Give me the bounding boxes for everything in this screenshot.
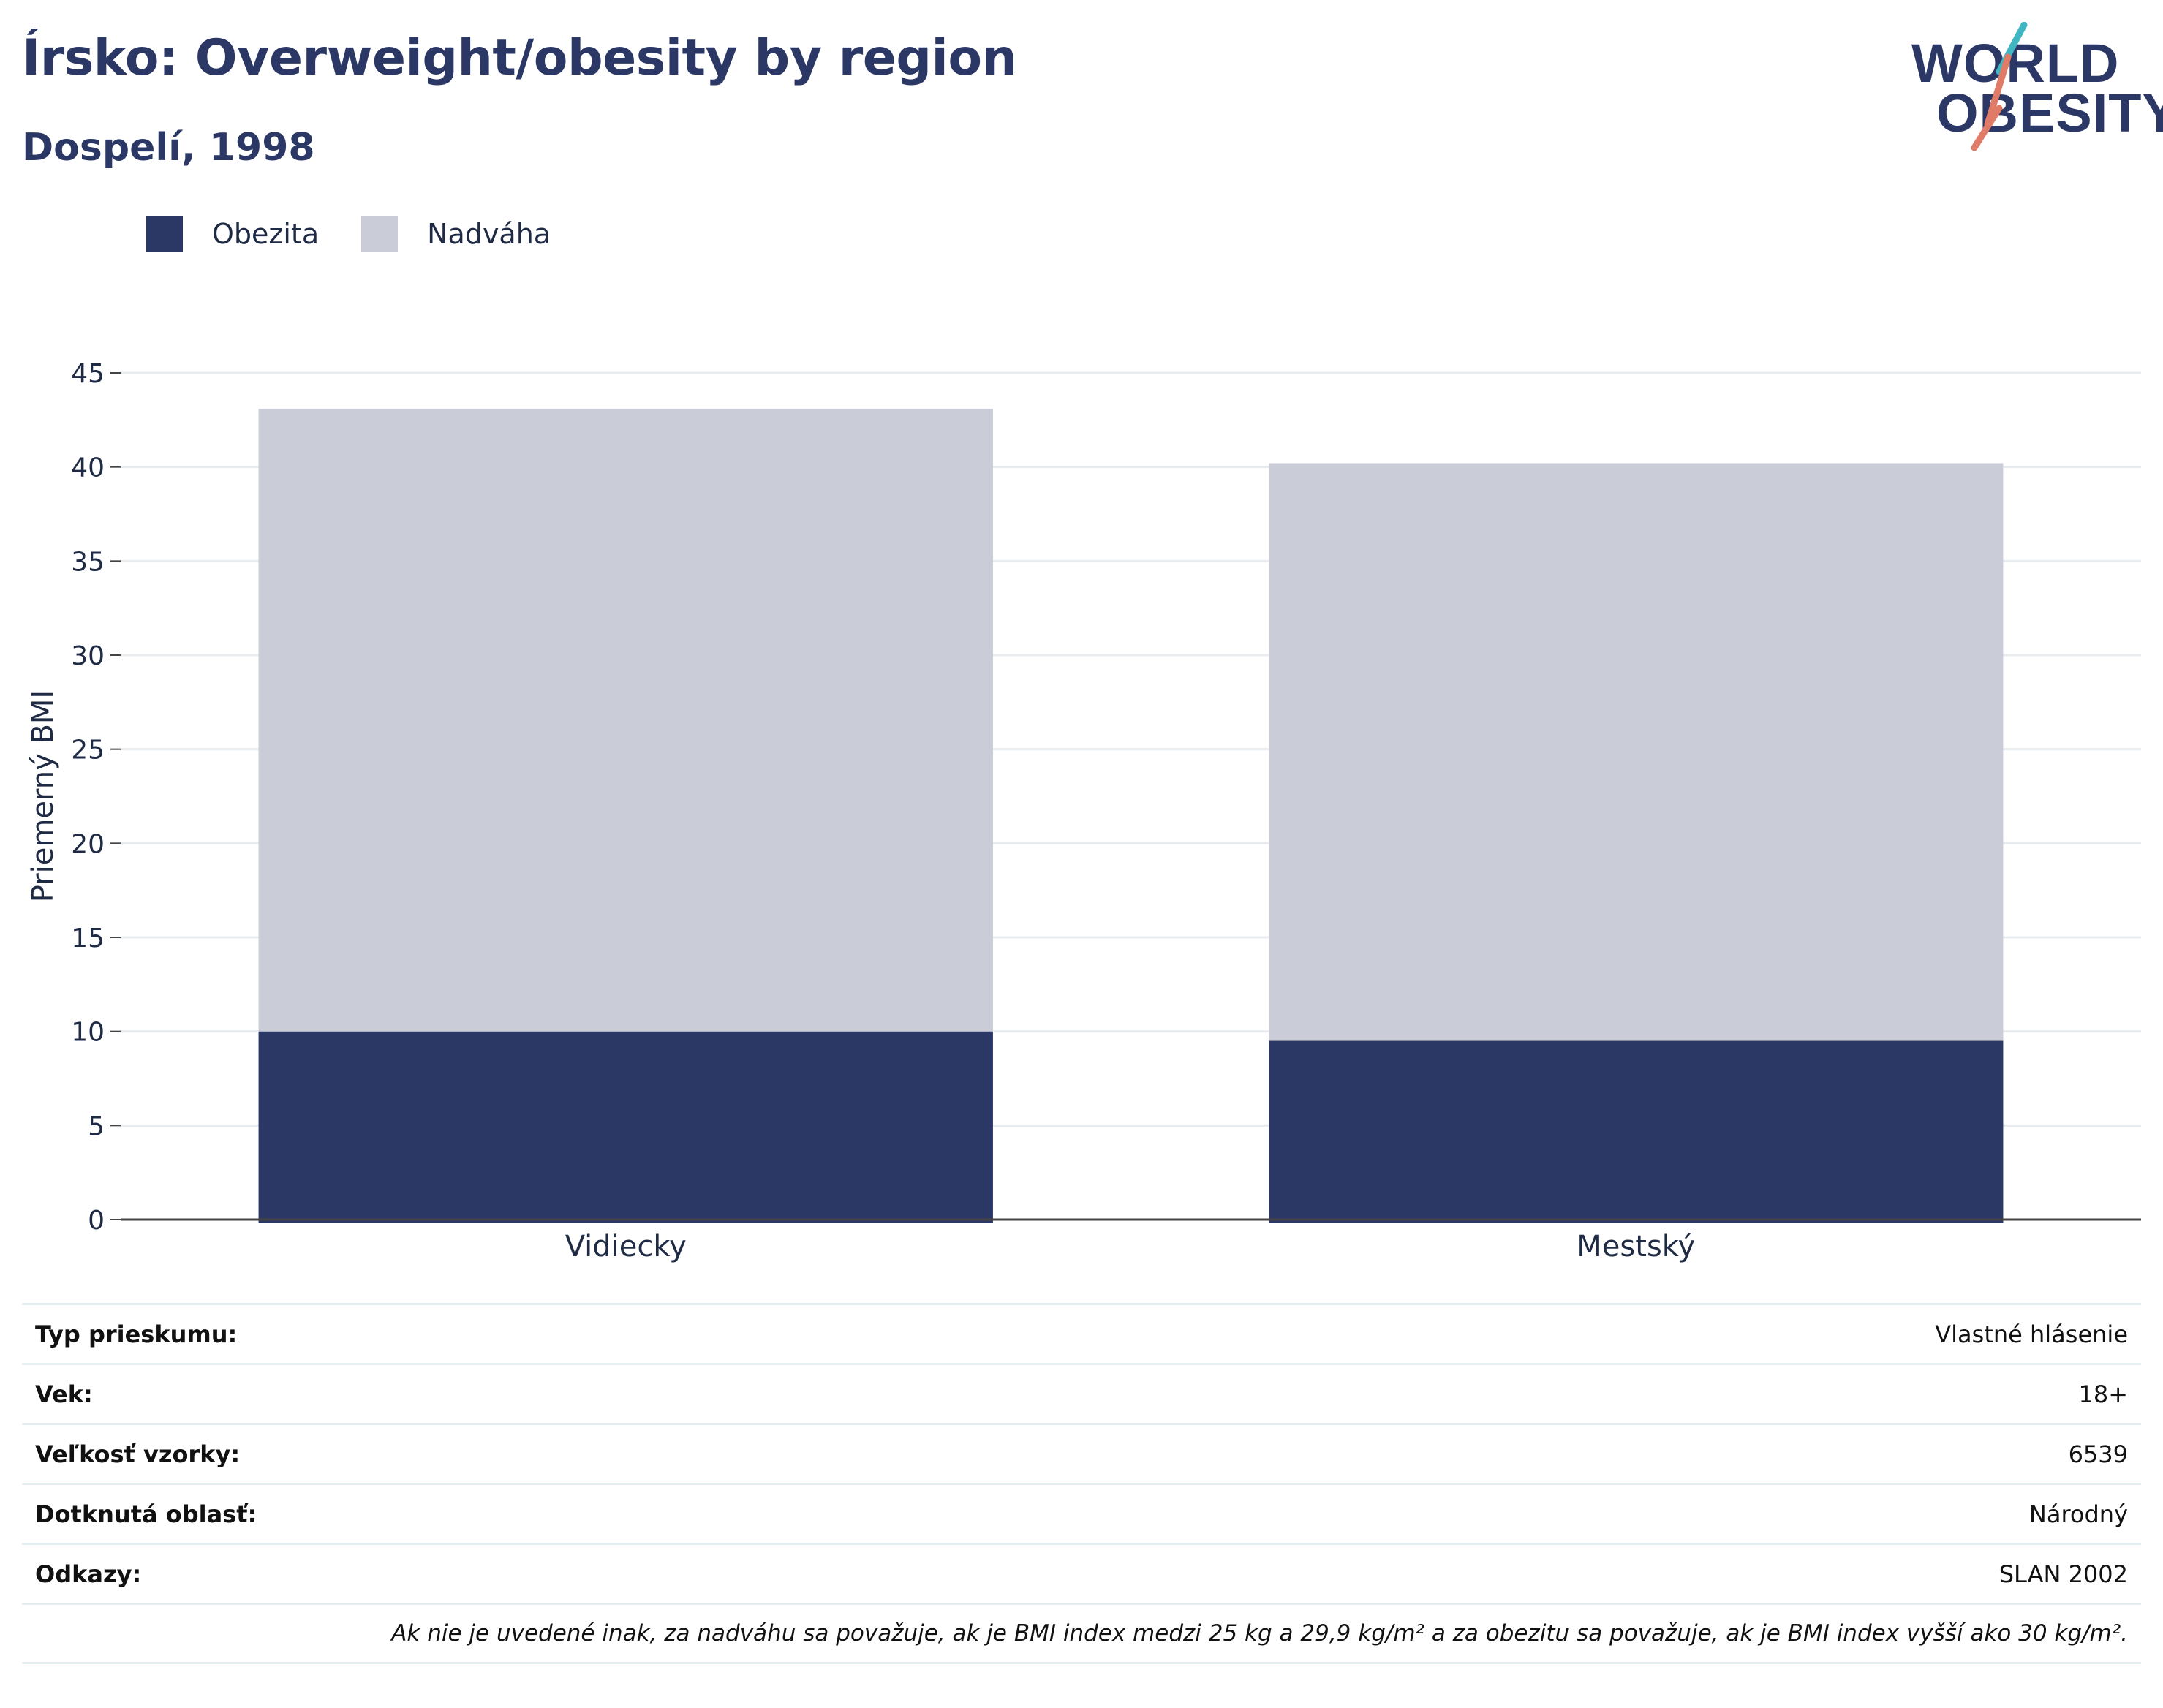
info-value: 18+ — [2078, 1380, 2128, 1408]
y-tick-label: 0 — [88, 1206, 105, 1236]
info-row-age: Vek: 18+ — [22, 1363, 2141, 1423]
survey-info-table: Typ prieskumu: Vlastné hlásenie Vek: 18+… — [22, 1303, 2141, 1664]
legend: Obezita Nadváha — [146, 216, 593, 252]
info-key: Typ prieskumu: — [35, 1320, 238, 1348]
info-key: Veľkosť vzorky: — [35, 1440, 241, 1468]
legend-label-obesity: Obezita — [212, 218, 320, 250]
info-row-area-covered: Dotknutá oblasť: Národný — [22, 1483, 2141, 1543]
info-key: Odkazy: — [35, 1560, 142, 1588]
world-obesity-logo: WORLD OBESITY — [1909, 22, 2163, 154]
logo-slash-icon — [1971, 22, 2028, 151]
info-value: Vlastné hlásenie — [1935, 1320, 2128, 1348]
chart-title: Írsko: Overweight/obesity by region — [22, 29, 1017, 87]
logo-line-2: OBESITY — [1936, 83, 2163, 143]
bar-obesity — [258, 1031, 993, 1223]
x-tick-label: Mestský — [1577, 1230, 1695, 1263]
y-tick-label: 35 — [71, 547, 105, 577]
info-row-survey-type: Typ prieskumu: Vlastné hlásenie — [22, 1303, 2141, 1363]
bar-obesity — [1269, 1040, 2004, 1223]
y-tick-label: 20 — [71, 829, 105, 859]
legend-swatch-overweight — [361, 216, 399, 252]
bar-overweight — [1269, 463, 2004, 1041]
info-value: Národný — [2028, 1500, 2128, 1528]
info-value: SLAN 2002 — [1998, 1560, 2128, 1588]
legend-item-overweight[interactable]: Nadváha — [361, 216, 551, 252]
y-tick-label: 45 — [71, 359, 105, 389]
info-key: Vek: — [35, 1380, 93, 1408]
legend-swatch-obesity — [146, 216, 183, 252]
y-tick-label: 5 — [88, 1111, 105, 1141]
bar-chart: 0 5 10 15 20 25 30 35 40 45 Priemerný BMI Vidiecky M… — [26, 359, 2141, 1263]
y-tick-label: 40 — [71, 453, 105, 483]
definition-note: Ak nie je uvedené inak, za nadváhu sa po… — [22, 1603, 2141, 1664]
y-tick-label: 30 — [71, 641, 105, 671]
chart-subtitle: Dospelí, 1998 — [22, 126, 315, 170]
x-tick-label: Vidiecky — [565, 1230, 687, 1263]
info-row-references: Odkazy: SLAN 2002 — [22, 1543, 2141, 1603]
info-key: Dotknutá oblasť: — [35, 1500, 257, 1528]
info-row-sample-size: Veľkosť vzorky: 6539 — [22, 1423, 2141, 1483]
legend-item-obesity[interactable]: Obezita — [146, 216, 319, 252]
info-value: 6539 — [2068, 1440, 2128, 1468]
y-tick-label: 10 — [71, 1018, 105, 1048]
y-tick-label: 25 — [71, 736, 105, 766]
bar-overweight — [258, 408, 993, 1032]
y-tick-label: 15 — [71, 923, 105, 953]
legend-label-overweight: Nadváha — [427, 218, 551, 250]
y-axis-label: Priemerný BMI — [26, 690, 60, 902]
